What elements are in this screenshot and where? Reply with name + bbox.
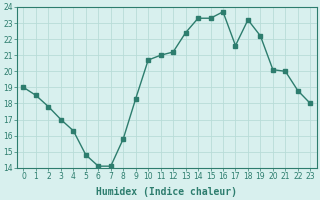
X-axis label: Humidex (Indice chaleur): Humidex (Indice chaleur) [96, 186, 237, 197]
